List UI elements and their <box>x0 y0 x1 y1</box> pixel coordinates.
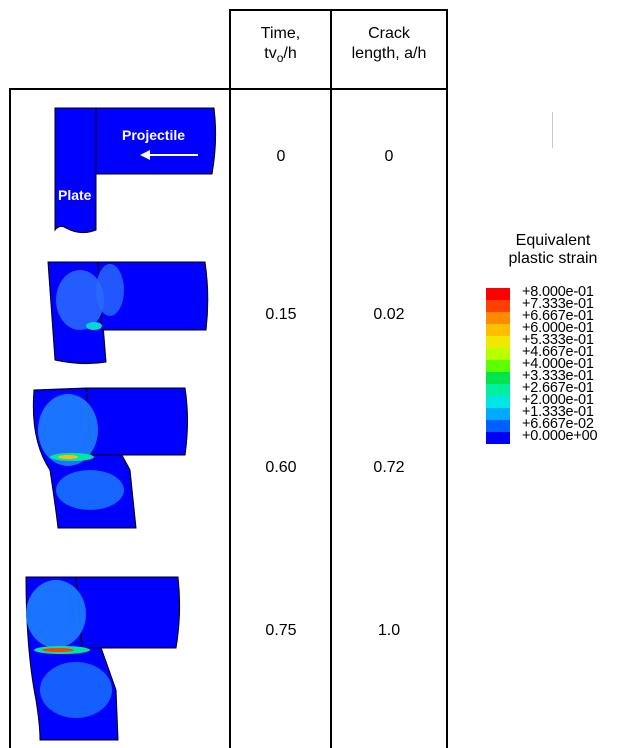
legend-label: +6.000e-01 <box>522 320 594 336</box>
frame-t060 <box>32 387 188 529</box>
legend-title: Equivalent plastic strain <box>478 232 628 268</box>
time-value-row4: 0.75 <box>265 622 297 639</box>
column-divider <box>330 9 332 748</box>
projectile-t060 <box>85 387 188 456</box>
strain-zone-t060b <box>56 470 124 510</box>
strain-core-t060 <box>58 455 78 459</box>
strain-zone-t015 <box>56 270 104 330</box>
crack-header-line1: Crack <box>368 25 410 42</box>
legend-label: +5.333e-01 <box>522 332 594 348</box>
time-header-tv: tv <box>264 45 277 62</box>
legend-swatch <box>486 408 510 420</box>
time-header: Time, tvo/h <box>231 24 330 68</box>
table-top-border <box>229 9 447 11</box>
legend-swatch <box>486 288 510 300</box>
table-outer-left-border <box>9 88 11 748</box>
legend-swatch <box>486 372 510 384</box>
legend-swatch <box>486 336 510 348</box>
strain-zone-t075 <box>26 580 86 648</box>
divider-line <box>552 112 553 148</box>
time-value-row1: 0 <box>276 148 286 165</box>
table-header-separator <box>9 88 448 90</box>
crack-value-row1: 0 <box>384 148 394 165</box>
plate-label: Plate <box>58 187 92 203</box>
frame-t075 <box>25 576 181 741</box>
legend-label: +1.333e-01 <box>522 404 594 420</box>
frame-t015 <box>47 261 209 365</box>
table-right-border <box>446 9 448 748</box>
legend-title-line2: plastic strain <box>508 250 598 267</box>
table-far-right-border <box>229 88 231 748</box>
time-header-h: /h <box>283 45 297 62</box>
legend-label: +0.000e+00 <box>522 428 598 444</box>
time-header-sub: o <box>276 51 284 66</box>
legend-label: +4.000e-01 <box>522 356 594 372</box>
frame-t0: Projectile Plate <box>54 107 217 234</box>
legend-label: +6.667e-01 <box>522 308 594 324</box>
legend-label: +8.000e-01 <box>522 284 594 300</box>
projectile-label: Projectile <box>122 127 185 143</box>
time-header-line1: Time, <box>260 25 301 42</box>
legend-label: +4.667e-01 <box>522 344 594 360</box>
crack-value-row4: 1.0 <box>377 622 401 639</box>
legend-label: +6.667e-02 <box>522 416 594 432</box>
strain-core-t075 <box>42 648 74 652</box>
strain-core-t015 <box>86 322 102 330</box>
strain-zone-t015b <box>96 264 124 316</box>
crack-value-row2: 0.02 <box>373 306 405 323</box>
legend-label: +2.667e-01 <box>522 380 594 396</box>
crack-header-line2: length, a/h <box>351 45 427 62</box>
table-left-border <box>229 9 231 89</box>
legend-label: +7.333e-01 <box>522 296 594 312</box>
projectile-t0 <box>95 107 217 175</box>
legend-label: +2.000e-01 <box>522 392 594 408</box>
legend-swatch <box>486 300 510 312</box>
time-header-line2: tvo/h <box>231 44 330 68</box>
legend-label: +3.333e-01 <box>522 368 594 384</box>
legend-swatch <box>486 384 510 396</box>
simulation-images: Projectile Plate <box>25 107 217 741</box>
projectile-arrow-head <box>140 150 150 160</box>
strain-zone-t075b <box>40 662 112 718</box>
projectile-t015 <box>97 261 209 331</box>
legend-swatch <box>486 360 510 372</box>
legend-swatch <box>486 312 510 324</box>
time-value-row2: 0.15 <box>265 306 297 323</box>
legend-swatch <box>486 324 510 336</box>
strain-zone-t060 <box>38 394 98 466</box>
legend-title-line1: Equivalent <box>515 232 591 249</box>
projectile-t075 <box>75 576 181 649</box>
time-value-row3: 0.60 <box>265 459 297 476</box>
legend-swatch <box>486 420 510 432</box>
legend-swatch <box>486 432 510 444</box>
crack-value-row3: 0.72 <box>373 459 405 476</box>
legend-swatch <box>486 396 510 408</box>
crack-header: Crack length, a/h <box>332 24 446 64</box>
legend-swatch <box>486 348 510 360</box>
plate-t0 <box>54 107 97 234</box>
